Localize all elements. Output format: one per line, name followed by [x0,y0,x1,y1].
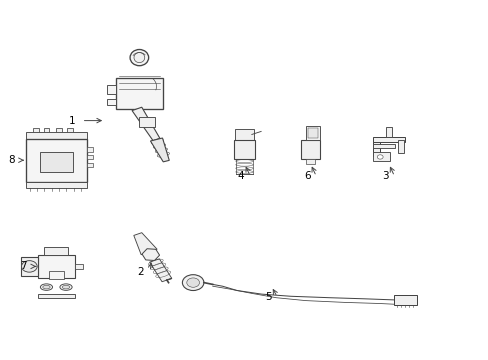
Polygon shape [132,107,160,141]
Polygon shape [134,233,157,255]
Bar [38,255,75,278]
Bar [107,85,116,94]
Bar [87,155,93,159]
Bar [385,127,391,137]
FancyBboxPatch shape [116,78,162,109]
Bar [139,117,154,127]
Bar [33,128,39,132]
Bar [393,295,416,305]
Bar [372,144,394,148]
Bar [372,152,389,161]
Ellipse shape [60,284,72,290]
Circle shape [186,278,199,287]
Bar [87,147,93,152]
FancyBboxPatch shape [235,130,253,140]
Bar [307,128,317,138]
Ellipse shape [130,50,148,66]
Bar [21,256,38,276]
Text: 5: 5 [264,292,271,302]
Bar [397,140,403,153]
Bar [26,132,87,139]
Circle shape [21,261,37,272]
Bar [26,139,87,182]
Bar [305,126,319,140]
Circle shape [182,275,203,291]
Circle shape [377,155,383,159]
Bar [305,159,315,164]
Bar [49,271,63,279]
Bar [67,128,73,132]
Text: 7: 7 [20,261,27,271]
Bar [26,182,87,188]
Text: 6: 6 [303,171,310,181]
Text: 8: 8 [8,155,15,165]
Bar [43,128,49,132]
Bar [107,99,116,105]
Bar [56,128,62,132]
Bar [301,140,319,159]
Text: 3: 3 [381,171,388,181]
Polygon shape [149,259,171,282]
Polygon shape [150,138,169,162]
Ellipse shape [134,53,144,63]
Bar [44,247,68,255]
Ellipse shape [43,285,50,289]
Text: 1: 1 [69,116,76,126]
Bar [74,264,83,269]
Bar [87,163,93,167]
Ellipse shape [40,284,53,290]
Bar [38,294,75,298]
Bar [40,152,73,172]
Text: 2: 2 [137,267,144,277]
Ellipse shape [62,285,70,289]
Bar [372,138,380,156]
Bar [234,140,254,159]
Text: 4: 4 [237,171,244,181]
Bar [372,137,404,142]
